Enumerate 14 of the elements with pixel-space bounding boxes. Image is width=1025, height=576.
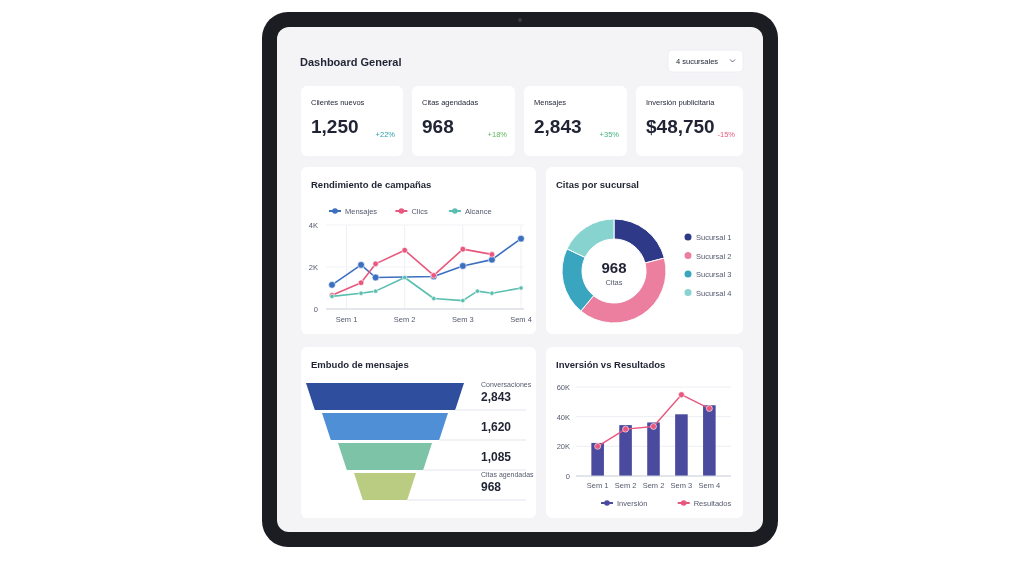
chart-title: Inversión vs Resultados — [556, 359, 666, 370]
data-label: 1,620 — [481, 420, 512, 434]
chart-title: Citas por sucursal — [556, 179, 639, 190]
text: 2,843 — [534, 116, 582, 137]
text: $48,750 — [646, 116, 715, 137]
text: 1,250 — [311, 116, 359, 137]
text: 968 — [422, 116, 454, 137]
data-label: 968 — [481, 480, 502, 494]
chart-title: Rendimiento de campañas — [311, 179, 432, 190]
text: 968 — [601, 259, 627, 276]
text: Embudo de mensajes — [311, 359, 409, 370]
text: Dashboard General — [300, 56, 402, 68]
data-label: 1,085 — [481, 450, 512, 464]
data-label: 2,843 — [481, 390, 512, 404]
